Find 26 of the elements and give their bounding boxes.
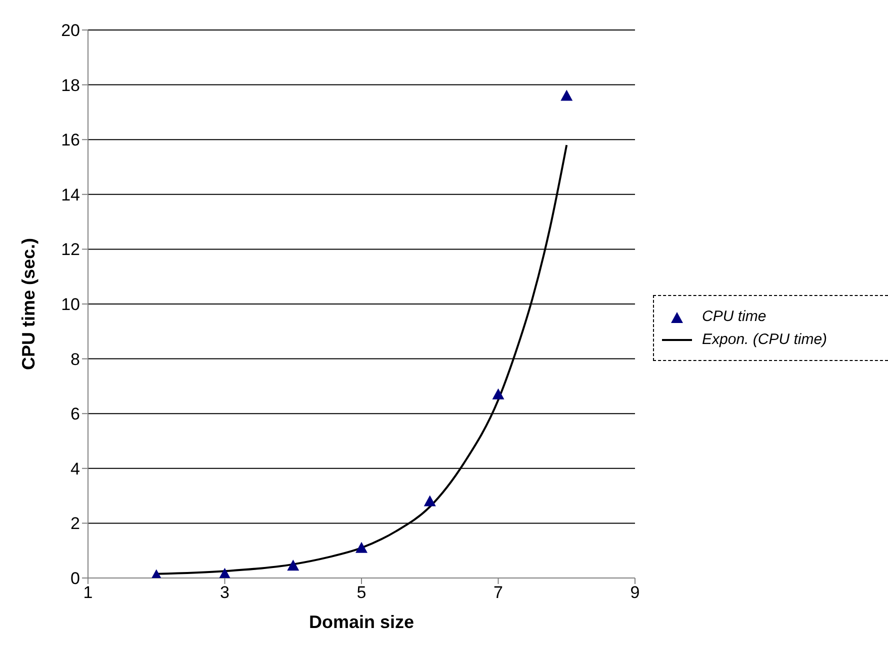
y-tick-label: 12	[61, 240, 80, 260]
x-tick-label: 5	[356, 583, 366, 602]
legend-label: Expon. (CPU time)	[702, 331, 828, 348]
y-tick-label: 14	[61, 185, 80, 204]
y-tick-label: 20	[61, 21, 80, 40]
point	[560, 90, 573, 101]
point	[492, 388, 504, 400]
y-tick-label: 6	[70, 404, 80, 424]
x-axis-title: Domain size	[308, 612, 414, 632]
legend-label: CPU time	[702, 308, 766, 325]
y-tick-label: 0	[70, 569, 80, 588]
y-axis-title: CPU time (sec.)	[18, 238, 38, 370]
point	[287, 560, 300, 571]
y-tick-label: 8	[70, 350, 80, 369]
y-tick-label: 4	[70, 459, 80, 478]
point	[356, 542, 368, 553]
x-tick-label: 1	[83, 583, 93, 602]
y-tick-label: 2	[70, 514, 80, 534]
x-tick-label: 3	[220, 583, 230, 602]
y-tick-label: 10	[61, 295, 80, 314]
point	[424, 495, 436, 506]
y-tick-label: 16	[61, 130, 80, 150]
x-tick-label: 9	[630, 583, 640, 602]
x-tick-label: 7	[494, 583, 503, 602]
point	[218, 568, 231, 578]
y-tick-label: 18	[61, 76, 80, 95]
